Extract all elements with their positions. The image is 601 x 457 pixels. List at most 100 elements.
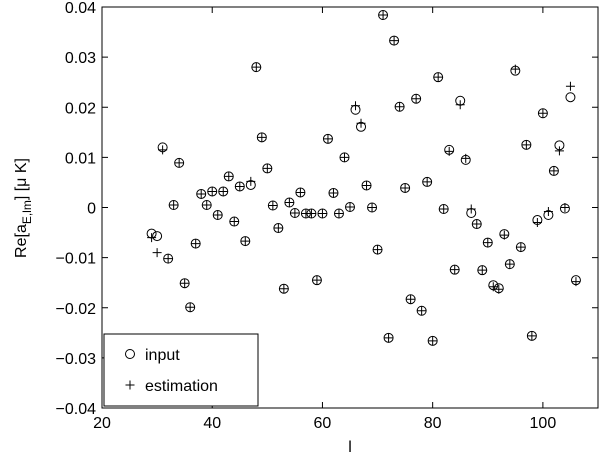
estimation-point [571,277,581,287]
estimation-point [147,233,157,243]
estimation-point [235,181,245,191]
estimation-point [158,145,168,155]
estimation-point [152,248,162,258]
y-axis-label: Re[aE,lm] [μ K] [13,158,34,258]
estimation-point [362,180,372,190]
estimation-point [406,294,416,304]
estimation-point [229,217,239,227]
estimation-point [323,134,333,144]
y-tick-label: 0.04 [65,0,96,17]
estimation-point [174,158,184,168]
estimation-point [284,197,294,207]
estimation-point [317,209,327,219]
estimation-point [339,152,349,162]
estimation-point [196,189,206,199]
estimation-point [472,219,482,229]
x-tick-label: 40 [203,415,221,432]
estimation-point [439,204,449,214]
legend-label-input: input [145,347,180,364]
estimation-point [560,203,570,212]
estimation-point [538,108,548,118]
legend: input estimation [103,333,259,407]
estimation-point [224,171,234,181]
y-tick-label: −0.03 [56,351,97,368]
estimation-point [279,284,289,294]
estimation-point [328,188,338,198]
y-tick-label: −0.01 [56,251,97,268]
estimation-point [422,177,432,187]
estimation-point [389,36,399,46]
estimation-point [202,200,212,210]
estimation-point [494,284,504,294]
estimation-point [510,64,520,74]
legend-label-estimation: estimation [145,378,218,395]
estimation-point [527,331,537,341]
legend-box [103,333,259,407]
estimation-point [516,242,526,252]
x-axis-label: l [348,439,352,456]
tick-labels: 20 40 60 80 100 −0.04 −0.03 −0.02 −0.01 0 0.01 0.02… [56,0,557,432]
y-tick-label: 0.02 [65,100,96,117]
estimation-point [384,333,394,343]
estimation-point [262,163,272,173]
estimation-point [521,140,531,150]
estimation-point [207,186,217,196]
estimation-point [543,207,553,217]
estimation-point [367,203,377,212]
legend-circle-marker [125,349,135,359]
estimation-point [312,275,322,285]
estimation-point [273,223,283,233]
estimation-point [433,72,443,82]
estimation-point [295,187,305,197]
estimation-point [450,265,460,275]
tick-marks [101,6,598,409]
estimation-point [455,100,465,110]
estimation-point [395,102,405,112]
estimation-point [461,153,471,163]
estimation-point [373,245,383,255]
data-markers [146,10,581,346]
estimation-point [499,230,509,240]
estimation-point [246,176,256,186]
estimation-point [345,202,355,212]
input-point [152,231,163,242]
estimation-point [185,302,195,312]
y-tick-label: 0.01 [65,150,96,167]
estimation-point [268,200,278,210]
y-axis-label-subscript: E,lm [20,200,34,224]
estimation-point [565,81,575,91]
x-tick-label: 80 [424,415,442,432]
estimation-point [169,200,179,210]
estimation-point [411,94,421,104]
estimation-point [334,209,344,219]
estimation-point [351,101,361,111]
estimation-point [290,208,300,218]
estimation-point [218,186,228,196]
x-tick-label: 100 [530,415,557,432]
estimation-point [400,183,410,193]
estimation-point [488,282,498,292]
estimation-point [554,146,564,156]
y-axis-label-main: Re[a [13,224,30,258]
estimation-point [378,10,388,20]
estimation-point [466,204,476,214]
estimation-point [428,336,438,346]
estimation-point [532,218,542,228]
y-axis-label-suffix: ] [μ K] [13,158,30,200]
estimation-point [191,239,201,249]
estimation-point [477,265,487,275]
estimation-point [306,209,316,219]
y-tick-label: −0.02 [56,301,97,318]
legend-plus-marker [125,380,135,390]
estimation-point [257,132,267,142]
estimation-point [251,62,261,72]
estimation-point [163,254,173,264]
y-tick-label: −0.04 [56,401,97,418]
estimation-point [417,306,427,316]
estimation-point [356,118,366,128]
estimation-point [444,146,454,156]
input-point [565,92,576,103]
estimation-point [213,210,223,220]
estimation-point [549,166,559,176]
